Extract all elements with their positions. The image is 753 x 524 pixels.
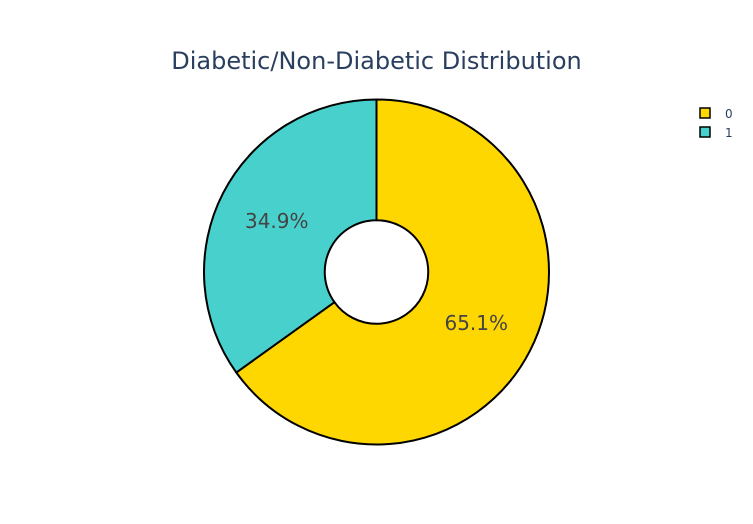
pie-slices	[203, 98, 550, 446]
slice-labels: 65.1% 34.9%	[245, 209, 508, 335]
pie-slice-0[interactable]	[234, 98, 550, 446]
legend: 0 1	[699, 107, 733, 140]
legend-item-0[interactable]: 0	[699, 107, 733, 121]
legend-item-1[interactable]: 1	[699, 126, 733, 140]
slice-label-1: 34.9%	[245, 209, 309, 233]
legend-swatch-1	[699, 126, 711, 138]
chart-title: Diabetic/Non-Diabetic Distribution	[171, 47, 582, 75]
pie-slice-1[interactable]	[203, 98, 378, 374]
legend-label-0: 0	[725, 107, 733, 121]
legend-label-1: 1	[725, 126, 733, 140]
slice-label-0: 65.1%	[444, 311, 508, 335]
legend-swatch-0	[699, 107, 711, 119]
